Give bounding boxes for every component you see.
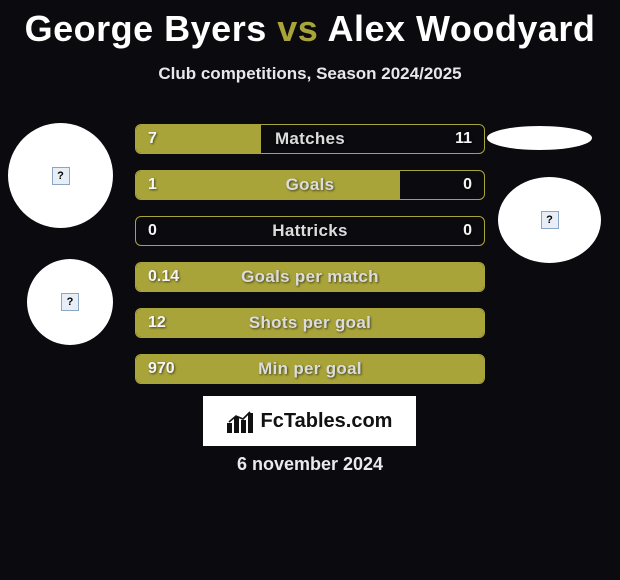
stat-row: 12Shots per goal	[135, 308, 485, 338]
stat-label: Goals per match	[136, 263, 484, 291]
subtitle: Club competitions, Season 2024/2025	[0, 64, 620, 84]
stat-row: 0.14Goals per match	[135, 262, 485, 292]
stat-label: Matches	[136, 125, 484, 153]
image-placeholder-icon: ?	[61, 293, 79, 311]
vs-label: vs	[277, 8, 318, 49]
brand-text: FcTables.com	[261, 410, 393, 433]
stat-row: 711Matches	[135, 124, 485, 154]
stat-row: 00Hattricks	[135, 216, 485, 246]
stat-label: Goals	[136, 171, 484, 199]
stat-label: Shots per goal	[136, 309, 484, 337]
stat-label: Min per goal	[136, 355, 484, 383]
stat-row: 970Min per goal	[135, 354, 485, 384]
player2-avatar: ?	[498, 177, 601, 263]
page-title: George Byers vs Alex Woodyard	[0, 0, 620, 50]
stat-label: Hattricks	[136, 217, 484, 245]
stat-row: 10Goals	[135, 170, 485, 200]
player2-name: Alex Woodyard	[327, 8, 595, 49]
stats-panel: 711Matches 10Goals 00Hattricks 0.14Goals pe…	[135, 124, 485, 400]
brand-badge: FcTables.com	[203, 396, 416, 446]
top-right-ellipse	[487, 126, 592, 150]
date-label: 6 november 2024	[0, 454, 620, 475]
player1-name: George Byers	[25, 8, 267, 49]
image-placeholder-icon: ?	[52, 167, 70, 185]
fctables-logo-icon	[227, 409, 255, 433]
image-placeholder-icon: ?	[541, 211, 559, 229]
player1-avatar-large: ?	[8, 123, 113, 228]
player1-avatar-small: ?	[27, 259, 113, 345]
